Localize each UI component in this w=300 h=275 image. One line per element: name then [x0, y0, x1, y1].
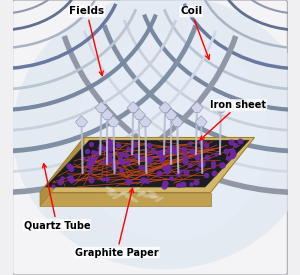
Ellipse shape [130, 197, 139, 202]
Polygon shape [107, 116, 119, 127]
Polygon shape [139, 116, 152, 127]
Ellipse shape [106, 189, 116, 194]
Polygon shape [191, 101, 203, 112]
Polygon shape [46, 140, 249, 187]
Ellipse shape [106, 186, 114, 192]
Polygon shape [127, 101, 139, 112]
Ellipse shape [13, 0, 300, 270]
Ellipse shape [142, 194, 152, 198]
Text: Iron sheet: Iron sheet [200, 100, 266, 140]
Ellipse shape [147, 190, 156, 195]
Ellipse shape [112, 194, 121, 199]
Polygon shape [171, 116, 183, 127]
Ellipse shape [119, 191, 128, 196]
Text: Graphite Paper: Graphite Paper [75, 188, 159, 257]
Polygon shape [40, 192, 211, 206]
Ellipse shape [76, 34, 268, 241]
Text: Fields: Fields [69, 7, 104, 76]
Polygon shape [95, 101, 107, 112]
Polygon shape [40, 138, 254, 192]
Polygon shape [159, 101, 171, 112]
Ellipse shape [137, 191, 146, 197]
Ellipse shape [125, 195, 134, 199]
Polygon shape [195, 116, 207, 127]
Text: Coil: Coil [180, 7, 209, 59]
Ellipse shape [150, 195, 159, 199]
Ellipse shape [120, 192, 130, 196]
Ellipse shape [108, 192, 118, 196]
Polygon shape [215, 101, 227, 112]
Ellipse shape [137, 191, 146, 194]
Text: Quartz Tube: Quartz Tube [23, 164, 90, 230]
Ellipse shape [148, 194, 157, 198]
Polygon shape [40, 138, 84, 206]
Polygon shape [76, 116, 88, 127]
Polygon shape [133, 109, 145, 120]
Polygon shape [101, 109, 113, 120]
FancyBboxPatch shape [13, 0, 287, 275]
Polygon shape [165, 109, 177, 120]
Ellipse shape [131, 187, 140, 191]
Ellipse shape [155, 197, 164, 202]
